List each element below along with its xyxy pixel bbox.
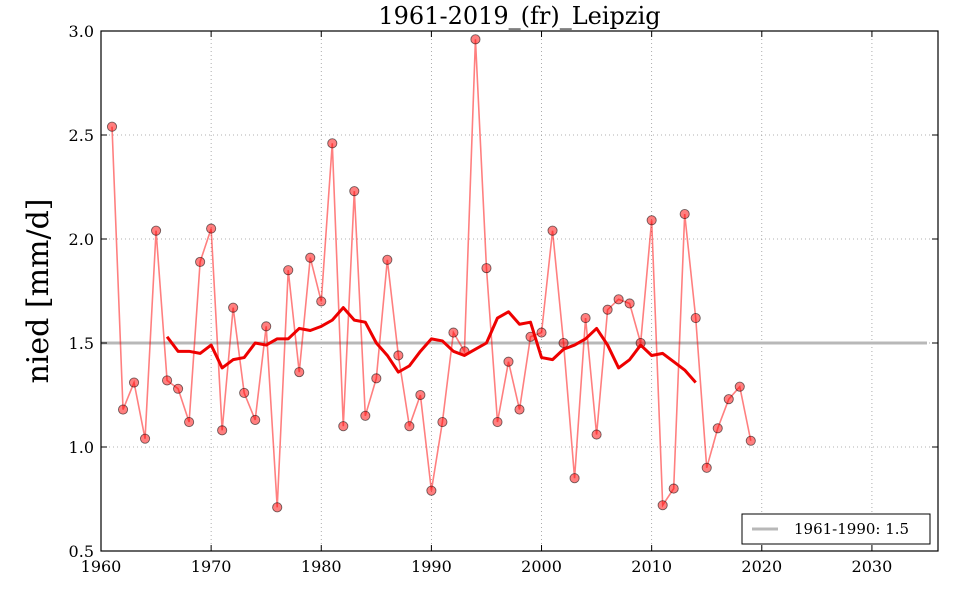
annual-point — [117, 404, 129, 415]
annual-point — [173, 383, 184, 394]
annual-point — [162, 375, 173, 386]
annual-point — [668, 483, 679, 494]
annual-point — [283, 265, 294, 276]
annual-point — [151, 225, 162, 236]
legend: 1961-1990: 1.5 — [741, 513, 931, 545]
annual-point — [404, 421, 415, 432]
annual-point — [305, 252, 316, 263]
annual-point — [679, 208, 690, 220]
annual-point — [371, 373, 382, 384]
annual-point — [591, 429, 602, 440]
annual-point — [558, 337, 569, 349]
annual-point — [316, 296, 327, 307]
annual-point — [602, 304, 613, 315]
annual-point — [239, 387, 250, 398]
annual-point — [492, 416, 503, 428]
x-tick-label: 1990 — [411, 557, 452, 576]
x-tick-label: 1980 — [301, 557, 342, 576]
annual-point — [360, 410, 371, 421]
annual-point — [250, 414, 261, 426]
annual-point — [261, 321, 272, 332]
annual-point — [470, 34, 481, 45]
chart-title: 1961-2019_(fr)_Leipzig — [378, 2, 660, 30]
annual-point — [547, 225, 558, 236]
annual-point — [624, 298, 635, 309]
annual-point — [272, 502, 283, 513]
legend-label-reference: 1961-1990: 1.5 — [794, 520, 909, 538]
y-tick-label: 1.5 — [69, 334, 94, 353]
annual-point — [734, 381, 745, 392]
annual-point — [206, 223, 217, 234]
annual-point — [327, 138, 338, 149]
smoothed-series — [165, 306, 697, 384]
annual-point — [690, 312, 701, 324]
smoothed-line — [165, 306, 697, 384]
annual-line — [111, 39, 752, 508]
annual-point — [106, 121, 118, 132]
annual-point — [580, 312, 591, 324]
annual-point — [349, 186, 360, 197]
x-tick-label: 1970 — [191, 557, 232, 576]
plot-frame — [100, 30, 939, 552]
annual-point — [514, 404, 525, 415]
y-tick-label: 0.5 — [69, 542, 94, 561]
annual-point — [503, 356, 514, 367]
annual-point — [723, 394, 734, 405]
annual-point — [613, 294, 624, 305]
annual-point — [536, 327, 547, 338]
y-tick-label: 1.0 — [69, 438, 94, 457]
y-axis-label: nied [mm/d] — [21, 198, 56, 383]
annual-point — [382, 254, 393, 265]
x-tick-label: 2030 — [852, 557, 893, 576]
annual-point — [140, 433, 151, 444]
annual-point — [184, 416, 195, 428]
annual-point — [448, 327, 459, 338]
annual-point — [426, 485, 437, 496]
x-tick-label: 2020 — [741, 557, 782, 576]
annual-point — [128, 377, 140, 388]
annual-point — [657, 500, 668, 511]
annual-point — [481, 263, 492, 274]
annual-point — [701, 462, 712, 473]
annual-point — [195, 256, 206, 267]
annual-point — [393, 350, 404, 361]
grid — [101, 31, 938, 551]
x-tick-label: 2010 — [631, 557, 672, 576]
annual-point — [437, 416, 448, 428]
annual-point — [294, 367, 305, 378]
annual-point — [338, 421, 349, 432]
annual-point — [415, 389, 426, 401]
annual-point — [569, 473, 580, 484]
annual-point — [745, 435, 756, 446]
x-tick-label: 1960 — [81, 557, 122, 576]
y-tick-label: 2.5 — [69, 126, 94, 145]
x-tick-label: 2000 — [521, 557, 562, 576]
annual-point — [217, 425, 228, 436]
y-tick-label: 2.0 — [69, 230, 94, 249]
annual-point — [228, 302, 239, 313]
axis-ticks: 1960 1970 1980 1990 2000 2010 2020 2030 0.5 1.0 1.… — [69, 22, 938, 576]
annual-series — [106, 34, 756, 513]
annual-point — [712, 423, 723, 434]
y-tick-label: 3.0 — [69, 22, 94, 41]
annual-point — [646, 215, 657, 226]
